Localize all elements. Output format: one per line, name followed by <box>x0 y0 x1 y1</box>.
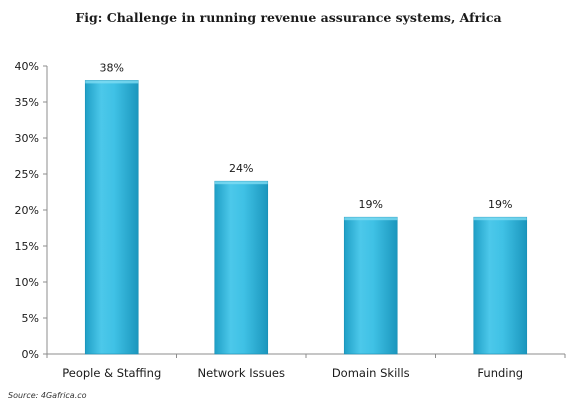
x-tick-label: Funding <box>477 366 523 380</box>
axes: 0% 5% 10% 15% 20% 25% 30% 35% 40% <box>15 60 566 361</box>
bar-4 <box>473 216 528 355</box>
bar-cap-4 <box>473 217 527 221</box>
x-tick-label: People & Staffing <box>62 366 161 380</box>
y-tick-label: 20% <box>15 204 39 217</box>
y-tick-label: 40% <box>15 60 39 73</box>
y-tick-label: 0% <box>22 348 39 361</box>
labels: 38% People & Staffing 24% Network Issues 19%… <box>62 61 523 380</box>
bar-cap-2 <box>214 181 268 185</box>
y-tick-label: 10% <box>15 276 39 289</box>
y-tick-label: 15% <box>15 240 39 253</box>
x-tick-label: Domain Skills <box>332 366 410 380</box>
source-note: Source: 4Gafrica.co <box>8 391 87 400</box>
chart-title: Fig: Challenge in running revenue assura… <box>75 10 502 25</box>
y-tick-label: 5% <box>22 312 39 325</box>
bar-cap-3 <box>344 217 398 221</box>
y-tick-label: 30% <box>15 132 39 145</box>
bar-1 <box>84 80 139 355</box>
y-tick-label: 35% <box>15 96 39 109</box>
bar-cap-1 <box>85 80 139 84</box>
y-tick-label: 25% <box>15 168 39 181</box>
data-label: 24% <box>229 162 253 175</box>
data-label: 19% <box>488 198 512 211</box>
data-label: 38% <box>100 61 124 74</box>
data-label: 19% <box>359 198 383 211</box>
bars <box>84 80 528 355</box>
bar-3 <box>343 216 398 355</box>
bar-2 <box>214 180 269 355</box>
x-tick-label: Network Issues <box>198 366 285 380</box>
